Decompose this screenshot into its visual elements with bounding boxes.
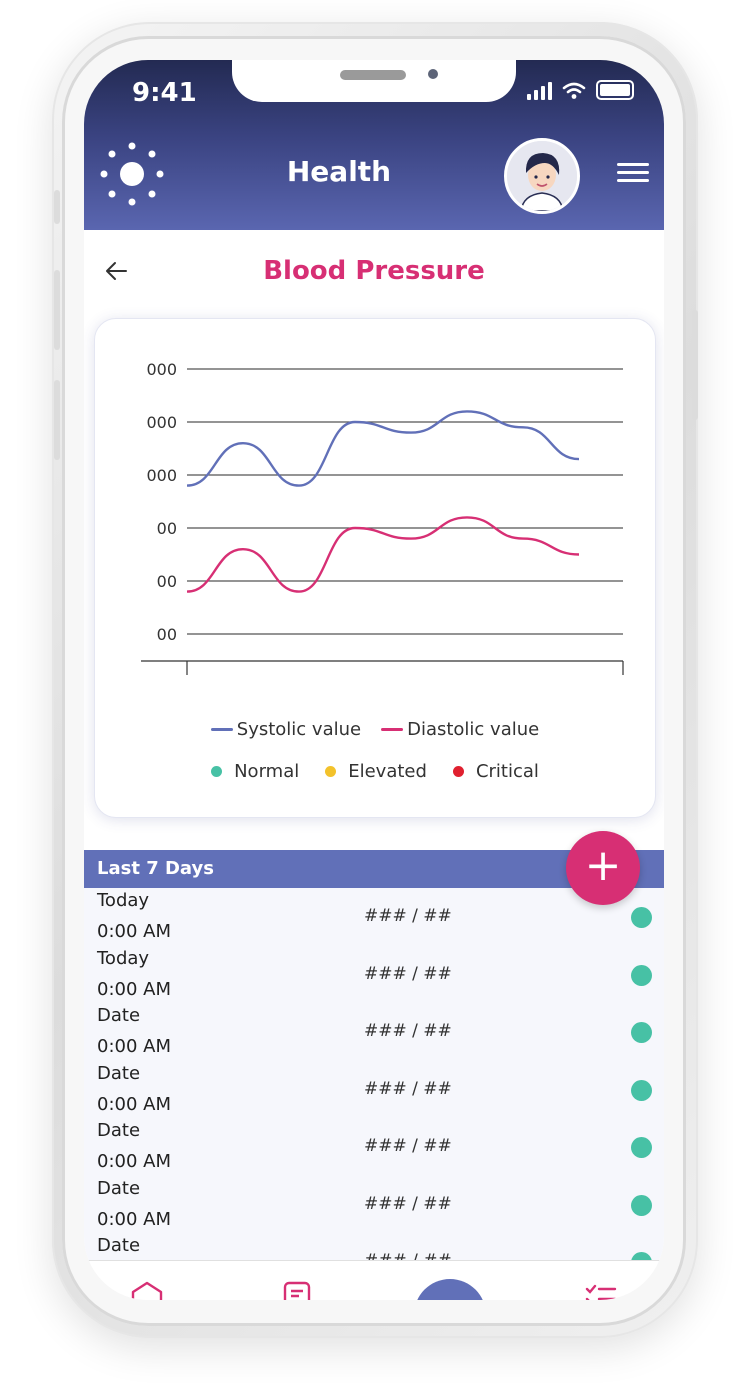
legend-elevated: Elevated xyxy=(325,761,427,782)
status-dot-icon xyxy=(631,1079,652,1101)
y-tick-label: 00 xyxy=(157,625,177,644)
list-item[interactable]: Today 0:00 AM ### / ## xyxy=(84,946,664,1004)
y-tick-label: 000 xyxy=(146,466,177,485)
diastolic-series-line xyxy=(186,516,580,593)
legend-diastolic[interactable]: Diastolic value xyxy=(381,719,539,740)
row-time: 0:00 AM xyxy=(97,1208,171,1230)
user-portrait-icon xyxy=(507,141,577,211)
row-time: 0:00 AM xyxy=(97,921,171,942)
speaker xyxy=(340,70,406,80)
row-value: ### / ## xyxy=(364,1078,452,1099)
systolic-series-line xyxy=(186,410,580,487)
sun-logo-icon[interactable] xyxy=(96,138,168,210)
hamburger-menu-icon[interactable] xyxy=(617,163,649,183)
legend-critical: Critical xyxy=(452,761,539,782)
row-date: Today xyxy=(97,890,150,911)
legend-diastolic-label: Diastolic value xyxy=(407,719,540,740)
row-date: Today xyxy=(97,947,150,969)
notch xyxy=(232,60,516,102)
row-date: Date xyxy=(97,1235,141,1256)
row-value: ### / ## xyxy=(364,1136,452,1156)
y-tick-label: 00 xyxy=(157,572,177,591)
readings-list: Today 0:00 AM ### / ## Today 0:00 AM ### / ##… xyxy=(84,888,664,1266)
row-value: ### / ## xyxy=(364,1021,452,1041)
row-date: Date xyxy=(97,1062,141,1084)
row-value: ### / ## xyxy=(364,1193,452,1214)
list-item[interactable]: Today 0:00 AM ### / ## xyxy=(84,888,664,946)
status-icons xyxy=(527,80,634,100)
chart-card: 000 000 000 00 00 00 Systolic value Diastolic… xyxy=(94,318,656,818)
wifi-icon xyxy=(562,82,586,99)
row-value: ### / ## xyxy=(364,906,452,926)
mute-switch xyxy=(54,190,60,224)
row-time: 0:00 AM xyxy=(97,1151,171,1172)
status-dot-icon xyxy=(631,1022,652,1043)
avatar[interactable] xyxy=(504,138,580,214)
legend-status: Normal Elevated Critical xyxy=(95,761,655,782)
page-title: Blood Pressure xyxy=(263,256,485,286)
status-dot-icon xyxy=(631,1137,652,1158)
checklist-icon[interactable] xyxy=(584,1281,618,1300)
app-title: Health xyxy=(286,155,392,188)
row-date: Date xyxy=(97,1177,141,1199)
legend-normal-label: Normal xyxy=(234,761,300,782)
volume-down-button xyxy=(54,380,60,460)
status-time: 9:41 xyxy=(132,78,197,108)
list-item[interactable]: Date 0:00 AM ### / ## xyxy=(84,1003,664,1061)
row-time: 0:00 AM xyxy=(97,978,171,1000)
home-icon[interactable] xyxy=(130,1281,164,1300)
list-item[interactable]: Date 0:00 AM ### / ## xyxy=(84,1176,664,1234)
row-date: Date xyxy=(97,1120,141,1141)
row-time: 0:00 AM xyxy=(97,1036,171,1057)
status-dot-icon xyxy=(631,1194,652,1216)
normal-dot-icon xyxy=(211,766,223,777)
systolic-swatch xyxy=(210,728,233,731)
front-camera xyxy=(428,69,438,79)
legend-normal: Normal xyxy=(211,761,299,782)
list-item[interactable]: Date 0:00 AM ### / ## xyxy=(84,1061,664,1119)
volume-up-button xyxy=(54,270,60,350)
battery-icon xyxy=(596,80,634,100)
notes-icon[interactable] xyxy=(282,1281,312,1300)
legend-elevated-label: Elevated xyxy=(348,761,427,782)
legend-critical-label: Critical xyxy=(475,761,539,782)
status-dot-icon xyxy=(631,964,652,986)
bottom-nav xyxy=(84,1260,664,1300)
row-time: 0:00 AM xyxy=(97,1093,171,1115)
signal-icon xyxy=(527,80,552,100)
legend-systolic[interactable]: Systolic value xyxy=(210,719,362,740)
status-dot-icon xyxy=(631,907,652,928)
app-header: 9:41 Health xyxy=(84,60,664,230)
diastolic-swatch xyxy=(381,728,404,731)
y-tick-label: 000 xyxy=(146,413,177,432)
row-value: ### / ## xyxy=(364,963,452,984)
elevated-dot-icon xyxy=(325,766,337,777)
back-arrow-icon[interactable] xyxy=(104,258,130,284)
legend-series: Systolic value Diastolic value xyxy=(95,719,655,740)
list-item[interactable]: Date 0:00 AM ### / ## xyxy=(84,1118,664,1176)
legend-systolic-label: Systolic value xyxy=(236,719,362,740)
y-tick-label: 000 xyxy=(146,360,177,379)
app-screen: 9:41 Health xyxy=(84,60,664,1300)
add-reading-button[interactable]: + xyxy=(566,831,640,905)
critical-dot-icon xyxy=(452,766,464,777)
y-tick-label: 00 xyxy=(157,519,177,538)
power-button xyxy=(692,310,698,420)
center-action-button[interactable] xyxy=(414,1279,486,1300)
row-date: Date xyxy=(97,1005,141,1026)
